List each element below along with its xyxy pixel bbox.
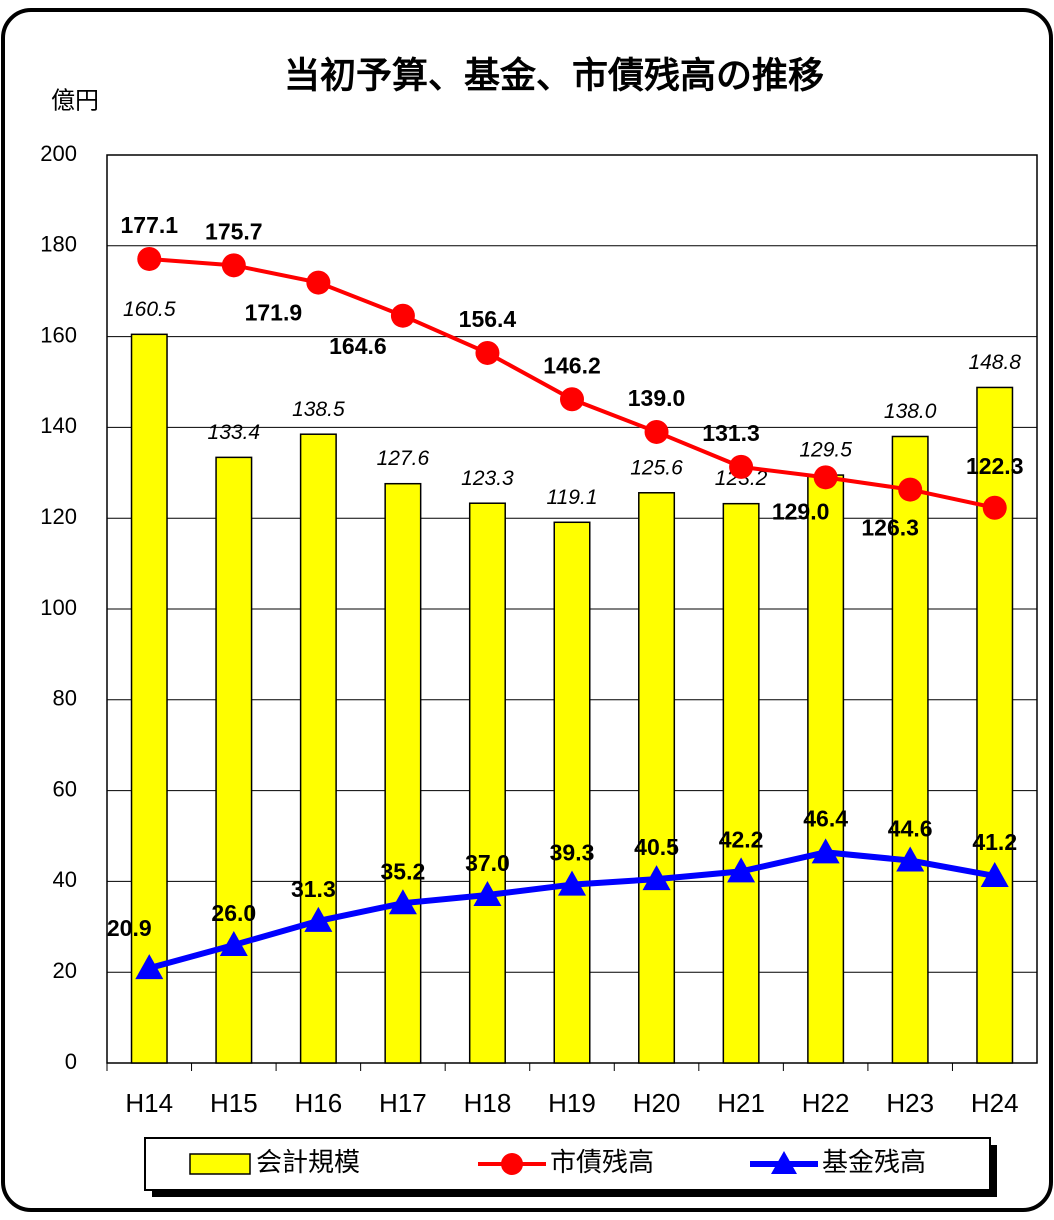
marker (221, 253, 246, 278)
bar (722, 502, 760, 1064)
line-value-label: 131.3 (702, 420, 760, 446)
marker (898, 477, 923, 502)
bar (215, 456, 253, 1064)
marker (558, 870, 586, 896)
marker (560, 387, 584, 412)
line-value-label: 35.2 (381, 858, 426, 884)
x-tick-label: H24 (971, 1088, 1019, 1118)
bar-value-label: 148.8 (968, 351, 1021, 374)
legend-label: 会計規模 (256, 1147, 360, 1177)
line-value-label: 146.2 (543, 352, 601, 378)
line-value-label: 175.7 (205, 218, 263, 244)
bar (468, 502, 506, 1064)
x-tick-label: H19 (548, 1088, 596, 1118)
line-value-label: 177.1 (120, 212, 178, 238)
marker (388, 889, 417, 915)
y-tick-label: 180 (40, 232, 77, 257)
line-value-label: 44.6 (888, 816, 933, 842)
y-tick-label: 80 (53, 686, 77, 711)
chart-title: 当初予算、基金、市債残高の推移 (284, 55, 824, 96)
line-value-label: 26.0 (211, 900, 256, 926)
marker (390, 303, 415, 328)
marker (896, 846, 925, 872)
marker (644, 419, 669, 444)
y-tick-label: 200 (40, 141, 77, 166)
bar (130, 333, 168, 1064)
line-value-label: 122.3 (966, 453, 1024, 479)
line-value-label: 41.2 (972, 829, 1017, 855)
legend (144, 1137, 991, 1191)
bar-value-label: 127.6 (377, 447, 430, 470)
bar-value-label: 125.6 (630, 456, 683, 479)
y-tick-label: 120 (40, 504, 77, 529)
y-tick-label: 140 (40, 413, 77, 438)
y-tick-label: 100 (40, 595, 77, 620)
marker (219, 930, 248, 956)
x-tick-label: H22 (802, 1088, 850, 1118)
marker (306, 270, 331, 295)
bar (553, 521, 591, 1064)
line-value-label: 126.3 (861, 515, 919, 541)
line-value-label: 156.4 (459, 306, 517, 332)
y-unit: 億円 (51, 87, 99, 114)
marker (813, 465, 838, 490)
x-tick-label: H17 (379, 1088, 427, 1118)
bar (976, 386, 1014, 1064)
bar-value-label: 119.1 (547, 486, 598, 509)
x-tick-label: H16 (295, 1088, 343, 1118)
marker (304, 906, 333, 932)
line-value-label: 20.9 (107, 915, 152, 941)
line-value-label: 37.0 (465, 850, 510, 876)
marker (811, 838, 840, 864)
legend-swatch (189, 1153, 251, 1175)
bar (807, 474, 845, 1064)
line-value-label: 42.2 (719, 826, 764, 852)
line-value-label: 40.5 (634, 834, 679, 860)
marker (982, 495, 1007, 520)
legend-marker (501, 1153, 523, 1175)
legend-label: 基金残高 (822, 1147, 926, 1177)
marker (980, 861, 1009, 887)
x-tick-label: H20 (633, 1088, 681, 1118)
x-tick-label: H15 (210, 1088, 258, 1118)
bar-value-label: 123.3 (461, 467, 514, 490)
y-tick-label: 20 (53, 958, 77, 983)
x-tick-label: H23 (886, 1088, 934, 1118)
y-tick-label: 160 (40, 322, 77, 347)
line-value-label: 164.6 (329, 333, 387, 359)
line-value-label: 31.3 (291, 876, 336, 902)
bar-value-label: 138.5 (292, 398, 345, 421)
bar-value-label: 160.5 (123, 298, 176, 321)
x-tick-label: H18 (464, 1088, 512, 1118)
marker (727, 857, 756, 883)
legend-label: 市債残高 (550, 1147, 654, 1177)
bar (891, 435, 929, 1064)
marker (729, 454, 754, 479)
marker (137, 246, 162, 271)
line-value-label: 129.0 (772, 498, 830, 524)
marker (642, 865, 671, 891)
bar (384, 482, 422, 1064)
y-tick-label: 60 (53, 776, 77, 801)
line-value-label: 39.3 (550, 840, 595, 866)
bar (299, 433, 337, 1064)
marker (135, 954, 164, 980)
line-value-label: 46.4 (803, 805, 848, 831)
bar-value-label: 129.5 (799, 439, 852, 462)
bar-value-label: 133.4 (208, 421, 261, 444)
x-tick-label: H21 (717, 1088, 765, 1118)
line-value-label: 139.0 (628, 385, 686, 411)
bar-value-label: 138.0 (884, 400, 937, 423)
x-tick-label: H14 (125, 1088, 173, 1118)
y-tick-label: 40 (53, 867, 77, 892)
marker (475, 340, 500, 365)
bar (638, 492, 676, 1064)
line-value-label: 171.9 (245, 300, 303, 326)
marker (473, 881, 502, 907)
legend-marker (771, 1151, 797, 1174)
y-tick-label: 0 (65, 1049, 77, 1074)
